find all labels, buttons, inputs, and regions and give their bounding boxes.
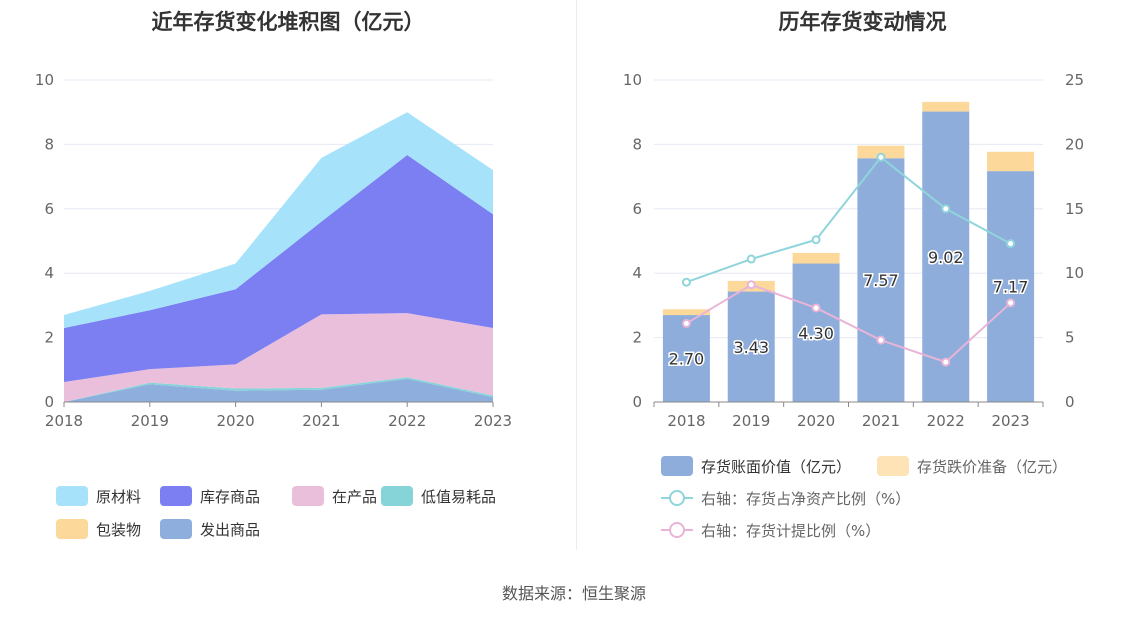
y-tick-label: 10 (623, 71, 642, 89)
legend-swatch-packaging (56, 519, 88, 539)
area-low_value (64, 377, 493, 402)
legend-marker-ratio_asset (669, 490, 685, 506)
y2-tick-label: 0 (1065, 393, 1075, 411)
x-tick-label: 2022 (388, 412, 426, 430)
legend-label: 在产品 (332, 488, 377, 506)
bar-data-label: 7.57 (863, 271, 899, 290)
area-shipped (64, 378, 493, 402)
stacked-area-panel: 近年存货变化堆积图（亿元） 0 2 4 6 8 10 2018 2019 2020 2021 202… (0, 0, 576, 550)
legend-label: 存货跌价准备（亿元） (917, 458, 1067, 476)
bar-impairment (792, 252, 840, 264)
point-ratio_asset (876, 152, 886, 162)
bar-book-value (727, 291, 775, 402)
x-tick-label: 2023 (474, 412, 512, 430)
legend-label: 原材料 (96, 488, 141, 506)
bar-impairment (662, 309, 710, 316)
x-tick-label: 2019 (732, 412, 770, 430)
y2-tick-label: 20 (1065, 135, 1084, 153)
legend-swatch-book-value (661, 456, 693, 476)
bar-book-value (792, 263, 840, 402)
legend-label: 低值易耗品 (421, 488, 496, 506)
y-tick-label: 0 (632, 393, 642, 411)
point-ratio_asset (1006, 239, 1016, 249)
y2-tick-label: 5 (1065, 329, 1075, 347)
point-ratio_asset (941, 204, 951, 214)
inventory-bar-panel: 历年存货变动情况 0 2 4 6 8 10 0 5 10 15 20 25 2018 2019 2020 20… (577, 0, 1148, 550)
legend-swatch-impairment (877, 456, 909, 476)
point-ratio_asset (681, 277, 691, 287)
legend-swatch-low_value (381, 486, 413, 506)
legend-label: 包装物 (96, 521, 141, 539)
y2-tick-label: 25 (1065, 71, 1084, 89)
legend-label: 库存商品 (200, 488, 260, 506)
bar-book-value (662, 315, 710, 402)
y-tick-label: 10 (35, 71, 54, 89)
area-raw_material (64, 112, 493, 328)
point-ratio_provision (1006, 298, 1016, 308)
bar-data-label: 4.30 (798, 324, 834, 343)
bar-data-label: 3.43 (733, 338, 769, 357)
legend-label: 右轴：存货计提比例（%） (701, 522, 880, 540)
y-tick-label: 6 (44, 200, 54, 218)
x-tick-label: 2018 (45, 412, 83, 430)
bar-data-label: 9.02 (928, 248, 964, 267)
y-tick-label: 8 (44, 135, 54, 153)
panel-divider (576, 0, 577, 550)
point-ratio_asset (746, 254, 756, 264)
y-tick-label: 8 (632, 135, 642, 153)
inventory-bar-chart: 0 2 4 6 8 10 0 5 10 15 20 25 2018 2019 2020 2021 2022 202… (623, 71, 1084, 540)
x-tick-label: 2023 (991, 412, 1029, 430)
x-tick-label: 2018 (667, 412, 705, 430)
bar-book-value (857, 158, 905, 402)
point-ratio_provision (746, 280, 756, 290)
data-source-note: 数据来源：恒生聚源 (501, 584, 646, 603)
y2-tick-label: 10 (1065, 264, 1084, 282)
x-tick-label: 2019 (131, 412, 169, 430)
line-ratio_provision (685, 283, 1012, 364)
x-tick-label: 2022 (927, 412, 965, 430)
bar-impairment (922, 101, 970, 112)
legend-swatch-raw_material (56, 486, 88, 506)
bar-book-value (987, 171, 1035, 402)
point-ratio_provision (811, 303, 821, 313)
line-ratio_asset (686, 155, 1012, 284)
y-tick-label: 0 (44, 393, 54, 411)
right-chart-title: 历年存货变动情况 (778, 10, 947, 34)
legend-label: 发出商品 (200, 521, 260, 539)
stacked-area-chart: 0 2 4 6 8 10 2018 2019 2020 2021 2022 2023 原材料 库存商品 在产… (35, 71, 512, 539)
bar-data-label: 2.70 (669, 350, 705, 369)
y-tick-label: 2 (632, 329, 642, 347)
legend-swatch-stock_goods (160, 486, 192, 506)
left-chart-title: 近年存货变化堆积图（亿元） (151, 10, 425, 34)
point-ratio_provision (876, 335, 886, 345)
y-tick-label: 4 (44, 264, 54, 282)
y-tick-label: 4 (632, 264, 642, 282)
y2-tick-label: 15 (1065, 200, 1084, 218)
point-ratio_asset (811, 235, 821, 245)
y-tick-label: 2 (44, 329, 54, 347)
point-ratio_provision (941, 357, 951, 367)
bar-book-value (922, 111, 970, 402)
legend-label: 存货账面价值（亿元） (701, 458, 851, 476)
area-wip (64, 313, 493, 402)
bar-impairment (987, 151, 1035, 172)
bar-impairment (857, 145, 905, 159)
legend-label: 右轴：存货占净资产比例（%） (701, 490, 910, 508)
x-tick-label: 2021 (862, 412, 900, 430)
x-tick-label: 2020 (217, 412, 255, 430)
y-tick-label: 6 (632, 200, 642, 218)
bar-data-label: 7.17 (993, 278, 1029, 297)
legend-swatch-wip (292, 486, 324, 506)
x-tick-label: 2021 (302, 412, 340, 430)
legend-swatch-shipped (160, 519, 192, 539)
area-stock_goods (64, 155, 493, 383)
legend-marker-ratio_provision (669, 522, 685, 538)
x-tick-label: 2020 (797, 412, 835, 430)
point-ratio_provision (681, 318, 691, 328)
